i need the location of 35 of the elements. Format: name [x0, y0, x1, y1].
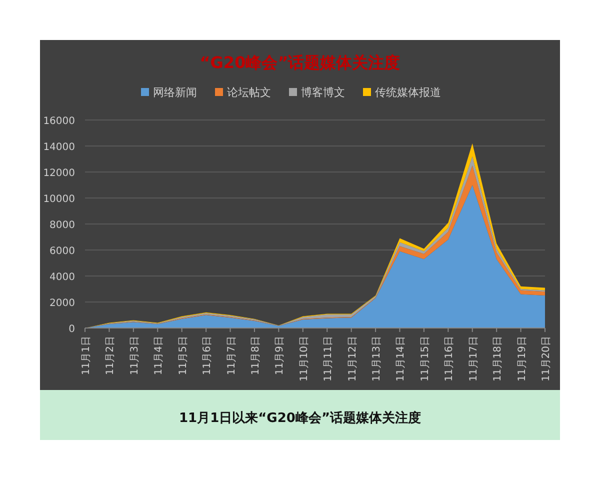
x-tick-label: 11月19日 [516, 336, 528, 382]
x-tick-label: 11月10日 [298, 336, 310, 382]
x-tick-label: 11月4日 [154, 336, 165, 376]
y-tick-label: 6000 [50, 246, 75, 257]
legend-label: 博客博文 [301, 86, 345, 99]
y-tick-label: 8000 [50, 220, 75, 231]
y-tick-label: 12000 [43, 168, 75, 179]
x-tick-label: 11月1日 [81, 336, 92, 376]
legend-label: 传统媒体报道 [375, 86, 441, 99]
x-tick-label: 11月16日 [444, 336, 456, 382]
x-tick-label: 11月18日 [492, 336, 504, 382]
y-tick-label: 10000 [43, 194, 75, 205]
x-tick-label: 11月8日 [250, 336, 262, 376]
y-tick-label: 0 [68, 324, 75, 335]
x-tick-label: 11月20日 [541, 336, 552, 382]
x-tick-label: 11月13日 [372, 336, 383, 382]
x-tick-label: 11月2日 [105, 336, 116, 376]
x-tick-label: 11月3日 [129, 336, 140, 376]
chart-title: “G20峰会”话题媒体关注度 [200, 53, 400, 72]
x-tick-label: 11月12日 [347, 336, 358, 382]
y-tick-label: 2000 [50, 298, 75, 309]
x-tick-label: 11月15日 [420, 336, 431, 382]
legend-label: 网络新闻 [153, 86, 197, 99]
y-tick-label: 16000 [43, 116, 75, 127]
x-tick-label: 11月17日 [468, 336, 480, 382]
legend-label: 论坛帖文 [227, 86, 271, 99]
x-tick-label: 11月5日 [178, 336, 189, 376]
y-tick-label: 4000 [50, 272, 75, 283]
text: 11月1日以来“G20峰会”话题媒体关注度 [179, 410, 421, 426]
x-tick-label: 11月6日 [202, 336, 214, 376]
y-tick-label: 14000 [43, 142, 75, 153]
x-tick-label: 11月9日 [274, 336, 286, 376]
x-tick-label: 11月11日 [323, 336, 334, 382]
x-tick-label: 11月7日 [226, 336, 238, 376]
x-tick-label: 11月14日 [396, 336, 407, 382]
